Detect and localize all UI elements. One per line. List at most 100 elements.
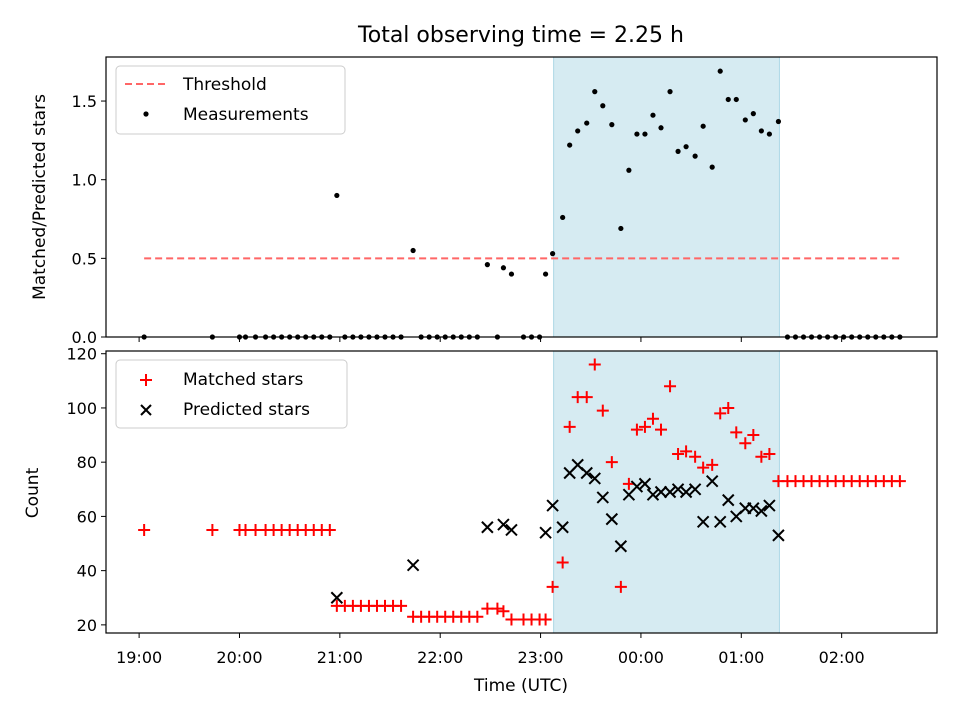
legend-threshold-label: Threshold bbox=[182, 75, 267, 95]
measurement-point bbox=[550, 251, 556, 257]
predicted-stars-point bbox=[481, 521, 494, 534]
y-tick-label: 40 bbox=[77, 562, 97, 581]
x-tick-label: 22:00 bbox=[417, 648, 463, 667]
matched-stars-point bbox=[596, 404, 609, 417]
measurement-point bbox=[692, 153, 698, 159]
matched-stars-point bbox=[497, 605, 510, 618]
measurement-point bbox=[717, 68, 723, 74]
matched-stars-point bbox=[893, 475, 906, 488]
predicted-stars-point bbox=[679, 485, 693, 499]
matched-stars-point bbox=[580, 391, 593, 404]
chart-title: Total observing time = 2.25 h bbox=[357, 23, 684, 48]
predicted-stars-point bbox=[556, 521, 569, 534]
measurement-point bbox=[658, 125, 664, 131]
measurement-point bbox=[725, 96, 731, 103]
measurement-point bbox=[508, 271, 515, 277]
matched-stars-point bbox=[747, 429, 760, 442]
matched-stars-point bbox=[714, 407, 727, 420]
measurement-point bbox=[650, 112, 656, 118]
predicted-stars-point bbox=[705, 474, 719, 488]
matched-stars-point bbox=[638, 420, 651, 433]
bottom-y-axis-label: Count bbox=[23, 467, 43, 518]
predicted-stars-point bbox=[614, 540, 628, 553]
matched-stars-point bbox=[722, 401, 735, 414]
x-tick-label: 20:00 bbox=[216, 648, 262, 667]
x-tick-label: 00:00 bbox=[618, 648, 664, 667]
measurement-point bbox=[410, 247, 416, 254]
predicted-stars-point bbox=[638, 477, 652, 491]
matched-stars-point bbox=[588, 358, 601, 371]
predicted-stars-point bbox=[646, 488, 660, 501]
predicted-stars-point bbox=[722, 493, 735, 507]
measurement-point bbox=[700, 123, 706, 129]
y-tick-label: 1.0 bbox=[72, 171, 97, 190]
matched-stars-point bbox=[556, 556, 569, 569]
predicted-stars-point bbox=[747, 502, 760, 515]
predicted-stars-point bbox=[539, 526, 552, 539]
matched-stars-point bbox=[706, 458, 719, 471]
matched-stars-point bbox=[605, 456, 618, 469]
legend-predicted-label: Predicted stars bbox=[183, 400, 310, 420]
legend-predicted-swatch bbox=[140, 404, 152, 416]
matched-stars-point bbox=[672, 448, 685, 461]
y-tick-label: 80 bbox=[77, 453, 97, 472]
matched-stars-point bbox=[249, 523, 262, 536]
predicted-stars-point bbox=[688, 483, 702, 496]
measurement-point bbox=[742, 117, 748, 123]
legend-matched-label: Matched stars bbox=[183, 370, 303, 390]
measurement-point bbox=[600, 103, 606, 109]
matched-stars-point bbox=[323, 523, 336, 536]
predicted-stars-point bbox=[714, 515, 727, 529]
y-tick-label: 60 bbox=[77, 507, 97, 526]
measurement-point bbox=[733, 96, 739, 103]
predicted-stars-point bbox=[330, 591, 344, 604]
y-tick-label: 100 bbox=[66, 399, 97, 418]
matched-stars-point bbox=[630, 423, 643, 436]
x-tick-label: 23:00 bbox=[518, 648, 564, 667]
legend-matched-swatch bbox=[140, 374, 152, 386]
predicted-stars-point bbox=[630, 480, 644, 493]
matched-stars-point bbox=[689, 450, 702, 463]
matched-stars-point bbox=[655, 423, 668, 436]
predicted-stars-point bbox=[671, 483, 685, 496]
matched-stars-point bbox=[755, 450, 768, 463]
observing-window-span bbox=[553, 56, 780, 338]
predicted-stars-point bbox=[605, 512, 619, 526]
measurement-point bbox=[758, 128, 764, 134]
matched-stars-point bbox=[539, 613, 552, 626]
measurement-point bbox=[567, 142, 573, 148]
predicted-stars-point bbox=[663, 485, 677, 499]
matched-stars-point bbox=[763, 448, 776, 461]
predicted-stars-point bbox=[763, 499, 776, 512]
top-panel: 0.0 0.5 1.0 1.5 Matched/Predicted stars Thr… bbox=[30, 56, 938, 347]
measurement-point bbox=[683, 144, 689, 150]
matched-stars-point bbox=[739, 437, 752, 450]
predicted-stars-point bbox=[406, 559, 420, 572]
measurement-point bbox=[584, 120, 590, 126]
matched-stars-point bbox=[664, 380, 677, 393]
measurement-point bbox=[542, 271, 549, 277]
matched-stars-point bbox=[471, 610, 484, 623]
y-tick-label: 1.5 bbox=[72, 92, 97, 111]
matched-stars-point bbox=[481, 602, 494, 615]
top-legend: Threshold Measurements bbox=[115, 65, 346, 135]
matched-stars-point bbox=[614, 580, 627, 593]
measurement-point bbox=[500, 265, 507, 271]
measurement-point bbox=[667, 89, 673, 95]
predicted-stars-point bbox=[755, 504, 768, 518]
measurement-point bbox=[634, 131, 640, 137]
matched-stars-point bbox=[138, 523, 151, 536]
bottom-panel: 19:00 20:00 21:00 22:00 23:00 00:00 01:00 02:00… bbox=[23, 345, 938, 696]
measurement-point bbox=[560, 214, 566, 221]
measurement-point bbox=[626, 167, 632, 173]
legend-measurements-swatch bbox=[143, 111, 149, 117]
matched-stars-point bbox=[563, 420, 576, 433]
predicted-stars-point bbox=[505, 523, 518, 537]
predicted-stars-point bbox=[546, 499, 559, 512]
measurement-point bbox=[618, 225, 624, 232]
matched-stars-point bbox=[395, 599, 408, 612]
y-tick-label: 20 bbox=[77, 616, 97, 635]
matched-stars-point bbox=[680, 445, 693, 458]
y-tick-label: 120 bbox=[66, 345, 97, 364]
